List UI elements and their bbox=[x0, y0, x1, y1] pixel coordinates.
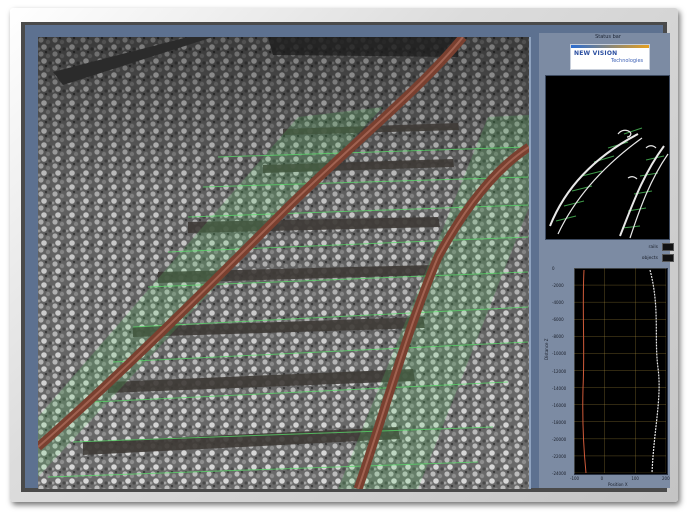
plot-gridlines bbox=[574, 268, 666, 473]
camera-view[interactable] bbox=[38, 37, 531, 489]
legend-rails-swatch[interactable] bbox=[662, 243, 674, 251]
legend: rails objects bbox=[560, 241, 674, 265]
logo-line2: Technologies bbox=[611, 58, 644, 64]
sidebar-title: Status bar bbox=[595, 34, 621, 40]
y-axis-label: Distance Z bbox=[544, 338, 549, 360]
birds-eye-image bbox=[549, 127, 669, 239]
x-axis-label: Position X bbox=[608, 482, 628, 487]
y-tick-label: -2000 bbox=[552, 283, 564, 289]
y-tick-label: -14000 bbox=[552, 385, 567, 391]
x-tick-label: 0 bbox=[600, 476, 604, 481]
company-logo: NEW VISION Technologies bbox=[570, 44, 650, 70]
logo-line1: NEW VISION bbox=[574, 50, 618, 57]
legend-rails-label: rails bbox=[648, 244, 658, 250]
y-tick-label: -20000 bbox=[552, 436, 567, 442]
y-tick-label: -4000 bbox=[552, 300, 564, 306]
profile-plot-area[interactable] bbox=[574, 268, 668, 475]
legend-objects: objects bbox=[620, 254, 674, 262]
y-tick-label: 0 bbox=[552, 266, 555, 271]
y-tick-label: -6000 bbox=[552, 317, 564, 323]
legend-objects-label: objects bbox=[641, 255, 658, 261]
birds-eye-view[interactable] bbox=[545, 75, 670, 240]
x-tick-label: 200 bbox=[662, 476, 670, 481]
y-tick-label: -24000 bbox=[552, 471, 567, 476]
right-profile-curve bbox=[649, 269, 660, 473]
y-tick-label: -12000 bbox=[552, 368, 567, 374]
y-tick-label: -10000 bbox=[552, 351, 567, 357]
legend-objects-swatch[interactable] bbox=[662, 254, 674, 262]
logo-stripe bbox=[571, 45, 649, 48]
legend-rails: rails bbox=[620, 243, 674, 251]
y-tick-label: -22000 bbox=[552, 453, 567, 459]
y-tick-label: -16000 bbox=[552, 402, 567, 408]
x-tick-label: 100 bbox=[631, 476, 639, 481]
y-tick-label: -18000 bbox=[552, 419, 567, 425]
profile-plot bbox=[574, 268, 666, 473]
y-tick-label: -8000 bbox=[552, 334, 564, 340]
camera-image bbox=[38, 37, 529, 489]
x-tick-label: -100 bbox=[570, 476, 580, 481]
left-profile-curve bbox=[582, 269, 587, 473]
